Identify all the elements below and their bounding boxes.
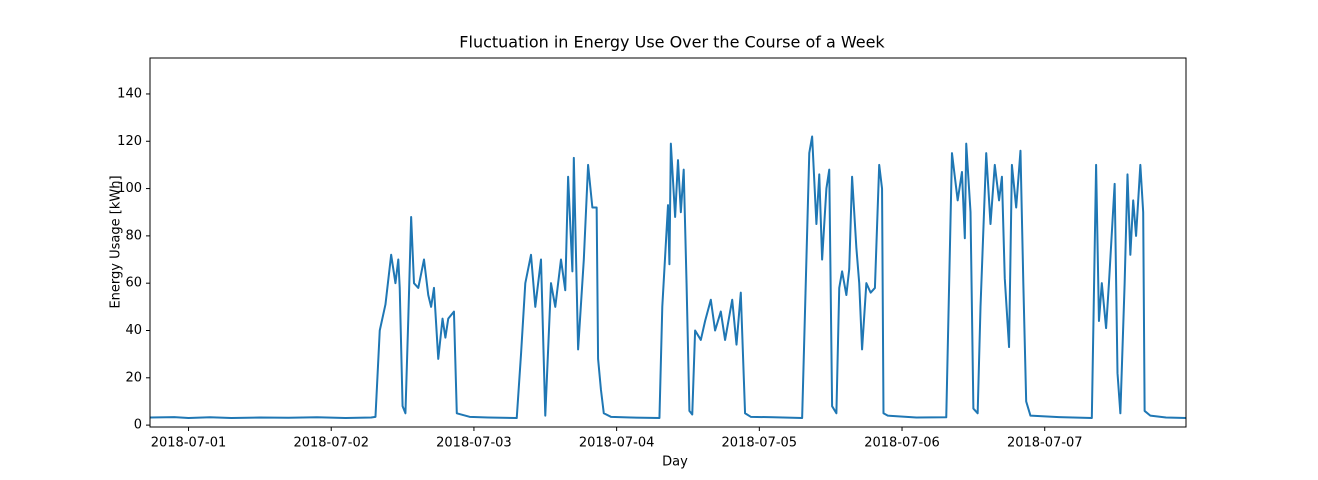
data-line <box>150 135 1186 420</box>
y-tick-label: 140 <box>117 86 142 101</box>
y-tick-label: 120 <box>117 134 142 149</box>
x-tick-label: 2018-07-07 <box>1007 436 1083 451</box>
x-tick-label: 2018-07-01 <box>151 436 227 451</box>
y-axis-label: Energy Usage [kWh] <box>109 175 124 308</box>
x-axis-label: Day <box>662 455 688 470</box>
y-tick-label: 100 <box>117 181 142 196</box>
x-tick-label: 2018-07-04 <box>579 436 655 451</box>
y-tick-label: 20 <box>125 370 142 385</box>
y-tick-label: 60 <box>125 276 142 291</box>
x-tick-label: 2018-07-06 <box>864 436 940 451</box>
y-tick-label: 80 <box>125 228 142 243</box>
y-tick-label: 40 <box>125 323 142 338</box>
plot-frame <box>149 57 1187 428</box>
y-tick-label: 0 <box>134 418 142 433</box>
x-tick-label: 2018-07-02 <box>293 436 369 451</box>
x-tick-label: 2018-07-03 <box>436 436 512 451</box>
chart-title: Fluctuation in Energy Use Over the Cours… <box>459 33 885 52</box>
x-tick-label: 2018-07-05 <box>722 436 798 451</box>
